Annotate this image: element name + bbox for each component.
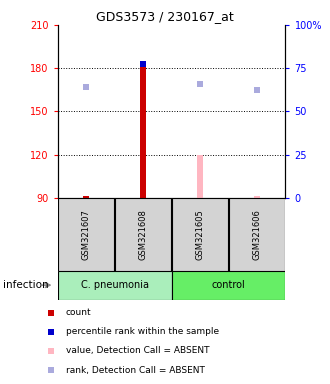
Text: GSM321607: GSM321607 <box>82 209 91 260</box>
Bar <box>83 196 89 198</box>
Text: C. pneumonia: C. pneumonia <box>81 280 149 290</box>
Bar <box>58 271 172 300</box>
Text: GSM321608: GSM321608 <box>139 209 148 260</box>
Bar <box>254 196 260 198</box>
Text: GDS3573 / 230167_at: GDS3573 / 230167_at <box>96 10 234 23</box>
Text: infection: infection <box>3 280 49 290</box>
Bar <box>140 67 146 198</box>
Text: percentile rank within the sample: percentile rank within the sample <box>66 327 219 336</box>
Text: GSM321605: GSM321605 <box>196 209 205 260</box>
Text: control: control <box>212 280 246 290</box>
Bar <box>229 198 285 271</box>
Bar <box>58 198 115 271</box>
Text: value, Detection Call = ABSENT: value, Detection Call = ABSENT <box>66 346 209 356</box>
Text: count: count <box>66 308 91 317</box>
Bar <box>115 198 171 271</box>
Text: rank, Detection Call = ABSENT: rank, Detection Call = ABSENT <box>66 366 205 375</box>
Bar <box>172 198 228 271</box>
Bar <box>172 271 285 300</box>
Bar <box>197 155 203 198</box>
Text: GSM321606: GSM321606 <box>252 209 261 260</box>
